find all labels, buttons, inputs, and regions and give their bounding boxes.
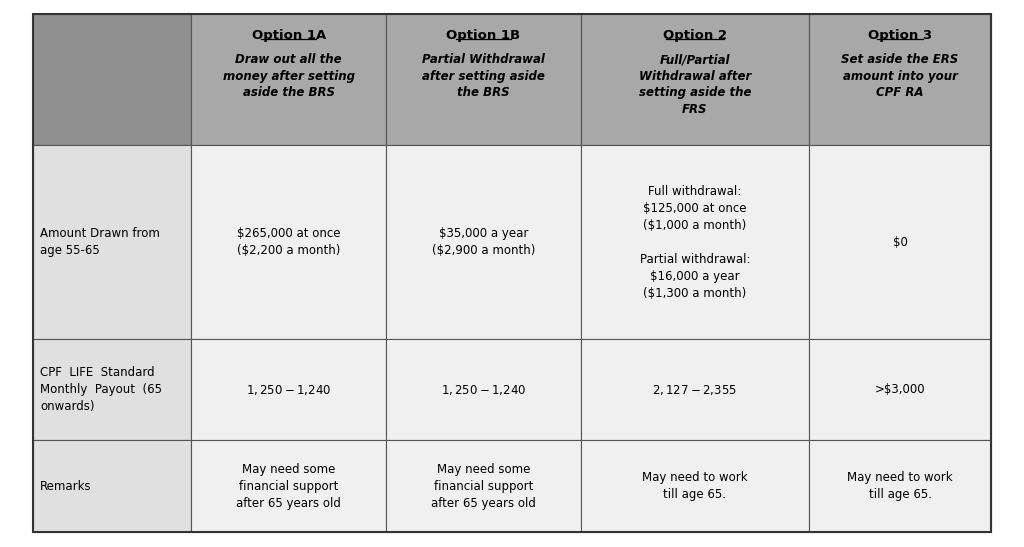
Bar (191, 440, 386, 532)
Text: Remarks: Remarks (40, 480, 91, 493)
Text: Option 3: Option 3 (868, 30, 932, 43)
Bar (581, 440, 809, 532)
Bar (191, 145, 386, 339)
Text: Partial Withdrawal
after setting aside
the BRS: Partial Withdrawal after setting aside t… (422, 53, 545, 99)
Text: Amount Drawn from
age 55-65: Amount Drawn from age 55-65 (40, 227, 160, 257)
Bar (581, 145, 809, 339)
Text: Draw out all the
money after setting
aside the BRS: Draw out all the money after setting asi… (223, 53, 354, 99)
Text: $265,000 at once
($2,200 a month): $265,000 at once ($2,200 a month) (237, 227, 341, 257)
Bar (581, 339, 809, 440)
Text: $1,250 - $1,240: $1,250 - $1,240 (246, 383, 332, 397)
Text: 2: 2 (675, 213, 715, 271)
Bar (809, 145, 991, 339)
Text: $0: $0 (893, 236, 907, 248)
Text: Full withdrawal:
$125,000 at once
($1,000 a month)

Partial withdrawal:
$16,000 : Full withdrawal: $125,000 at once ($1,00… (640, 184, 750, 300)
Bar (386, 14, 581, 145)
Text: CPF  LIFE  Standard
Monthly  Payout  (65
onwards): CPF LIFE Standard Monthly Payout (65 onw… (40, 366, 162, 413)
Bar (191, 339, 386, 440)
Text: 3: 3 (880, 213, 921, 271)
Bar (386, 339, 581, 440)
Bar (33, 145, 191, 339)
Text: May need some
financial support
after 65 years old: May need some financial support after 65… (431, 463, 536, 510)
Text: 1A: 1A (246, 213, 332, 271)
Bar (809, 339, 991, 440)
Text: Option 2: Option 2 (663, 30, 727, 43)
Bar (386, 440, 581, 532)
Text: May need some
financial support
after 65 years old: May need some financial support after 65… (237, 463, 341, 510)
Text: $35,000 a year
($2,900 a month): $35,000 a year ($2,900 a month) (432, 227, 535, 257)
Text: Full/Partial
Withdrawal after
setting aside the
FRS: Full/Partial Withdrawal after setting as… (639, 53, 751, 115)
Bar (809, 440, 991, 532)
Bar (581, 14, 809, 145)
Bar (191, 14, 386, 145)
Text: Option 1A: Option 1A (252, 30, 326, 43)
Bar (809, 14, 991, 145)
Text: May need to work
till age 65.: May need to work till age 65. (642, 472, 748, 501)
Text: Option 1B: Option 1B (446, 30, 520, 43)
Bar (33, 339, 191, 440)
Bar (386, 145, 581, 339)
Bar (33, 440, 191, 532)
Text: 1B: 1B (440, 213, 526, 271)
Text: $2,127 - $2,355: $2,127 - $2,355 (652, 383, 737, 397)
Bar (33, 14, 191, 145)
Text: Set aside the ERS
amount into your
CPF RA: Set aside the ERS amount into your CPF R… (842, 53, 958, 99)
Text: >$3,000: >$3,000 (874, 383, 926, 396)
Text: $1,250 - $1,240: $1,250 - $1,240 (440, 383, 526, 397)
Text: May need to work
till age 65.: May need to work till age 65. (847, 472, 953, 501)
